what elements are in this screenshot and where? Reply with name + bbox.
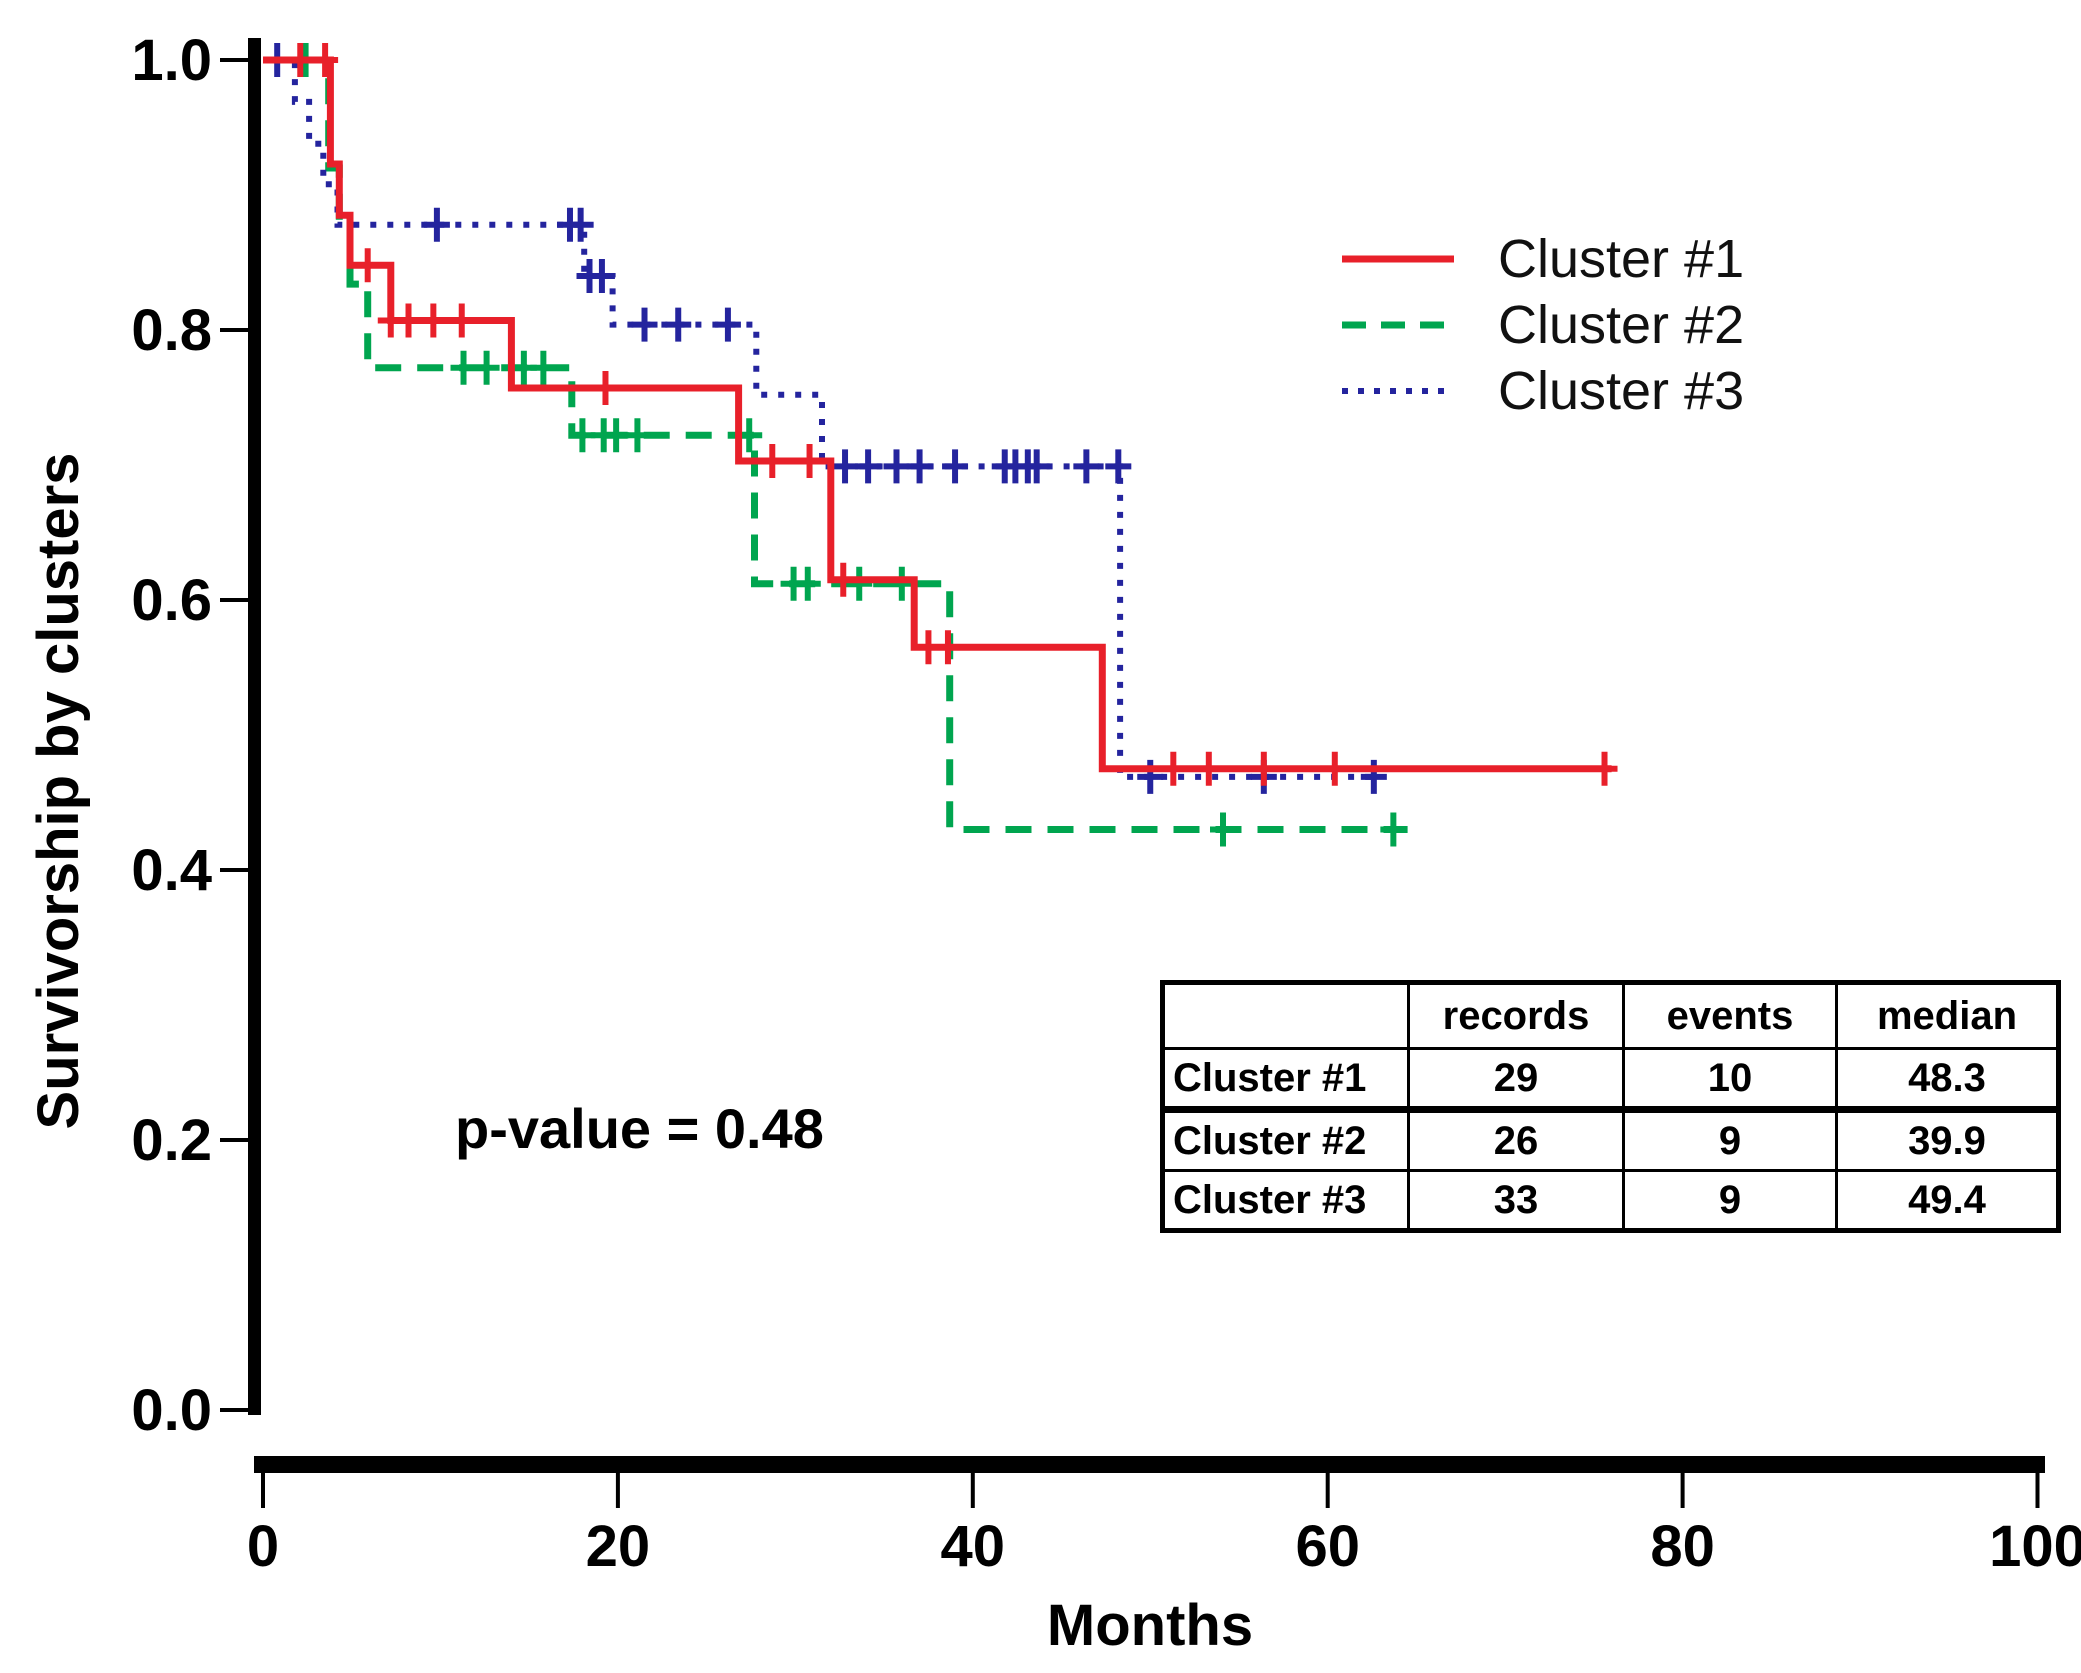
legend-line-sample bbox=[1342, 388, 1454, 394]
p-value-text: p-value = 0.48 bbox=[455, 1097, 824, 1160]
x-tick-label: 100 bbox=[1989, 1514, 2081, 1579]
table-row: Cluster #3 33 9 49.4 bbox=[1161, 1169, 2060, 1232]
legend: Cluster #1 Cluster #2 Cluster #3 bbox=[1338, 226, 1744, 424]
x-axis-line bbox=[254, 1456, 2045, 1473]
legend-item-3: Cluster #3 bbox=[1338, 358, 1744, 424]
legend-label: Cluster #1 bbox=[1498, 229, 1745, 289]
table-cell-events: 10 bbox=[1622, 1047, 1838, 1113]
legend-line-sample bbox=[1342, 255, 1454, 263]
summary-table: records events median Cluster #1 29 10 48.3 Clu… bbox=[1160, 980, 2061, 1233]
table-cell-median: 49.4 bbox=[1835, 1169, 2060, 1232]
table-header-cell: events bbox=[1622, 981, 1838, 1050]
table-cell-label: Cluster #1 bbox=[1161, 1047, 1410, 1113]
legend-label: Cluster #2 bbox=[1498, 295, 1745, 355]
x-tick-label: 80 bbox=[1650, 1514, 1715, 1579]
x-tick-label: 40 bbox=[941, 1514, 1006, 1579]
table-header-cell bbox=[1161, 981, 1410, 1050]
table-cell-label: Cluster #2 bbox=[1161, 1108, 1410, 1172]
y-tick-label: 0.2 bbox=[131, 1108, 212, 1173]
table-cell-events: 9 bbox=[1622, 1108, 1838, 1172]
series-line-2 bbox=[263, 56, 1408, 833]
legend-line-sample bbox=[1342, 321, 1454, 329]
table-cell-label: Cluster #3 bbox=[1161, 1169, 1410, 1232]
table-cell-median: 39.9 bbox=[1835, 1108, 2060, 1172]
y-tick-label: 0.0 bbox=[131, 1378, 212, 1443]
table-cell-records: 33 bbox=[1407, 1169, 1625, 1232]
table-header-row: records events median bbox=[1161, 981, 2060, 1050]
table-header-cell: median bbox=[1835, 981, 2060, 1050]
legend-label: Cluster #3 bbox=[1498, 361, 1745, 421]
table-cell-records: 26 bbox=[1407, 1108, 1625, 1172]
y-tick-label: 0.6 bbox=[131, 568, 212, 633]
table-cell-median: 48.3 bbox=[1835, 1047, 2060, 1113]
y-axis-line bbox=[248, 38, 261, 1415]
x-axis-title: Months bbox=[1046, 1593, 1254, 1658]
table-cell-records: 29 bbox=[1407, 1047, 1625, 1113]
x-tick-label: 0 bbox=[247, 1514, 279, 1579]
series-line-1 bbox=[263, 56, 1612, 773]
table-row: Cluster #2 26 9 39.9 bbox=[1161, 1108, 2060, 1172]
table-row: Cluster #1 29 10 48.3 bbox=[1161, 1047, 2060, 1113]
x-tick-label: 20 bbox=[586, 1514, 651, 1579]
table-header-cell: records bbox=[1407, 981, 1625, 1050]
table-cell-events: 9 bbox=[1622, 1169, 1838, 1232]
x-tick-label: 60 bbox=[1295, 1514, 1360, 1579]
y-tick-label: 0.8 bbox=[131, 298, 212, 363]
legend-item-2: Cluster #2 bbox=[1338, 292, 1744, 358]
series-line-3 bbox=[263, 57, 1381, 780]
y-tick-label: 0.4 bbox=[131, 838, 212, 903]
legend-item-1: Cluster #1 bbox=[1338, 226, 1744, 292]
y-tick-label: 1.0 bbox=[131, 28, 212, 93]
y-axis-title: Survivorship by clusters bbox=[26, 452, 91, 1130]
